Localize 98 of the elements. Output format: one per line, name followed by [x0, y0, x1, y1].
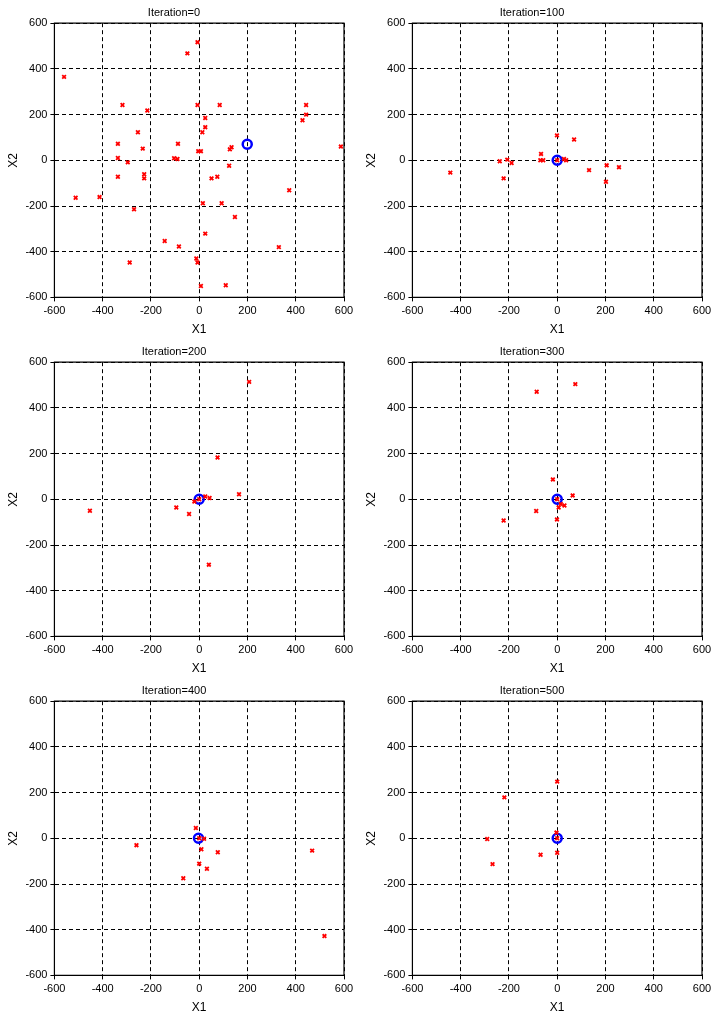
y-tick-label: 600 [29, 694, 48, 707]
y-axis-title: X2 [5, 491, 20, 507]
x-axis-title: X1 [191, 661, 207, 676]
x-axis-title: X1 [549, 661, 565, 676]
x-tick-label: 600 [334, 982, 354, 995]
y-axis-title: X2 [5, 830, 20, 846]
point [241, 138, 253, 151]
x-tick-label: -200 [139, 982, 162, 995]
chart-title: Iteration=300 [499, 344, 565, 357]
x-tick-label: 200 [238, 304, 257, 317]
x-tick-label: 200 [596, 304, 615, 317]
y-tick-label: 200 [29, 785, 48, 798]
x-tick-label: 0 [196, 304, 203, 317]
y-tick-label: -400 [383, 244, 406, 257]
y-tick-label: -600 [383, 968, 406, 981]
x-tick-label: -200 [497, 643, 520, 656]
x-tick-label: 0 [554, 304, 561, 317]
x-tick-label: 200 [596, 643, 615, 656]
x-tick-label: -400 [449, 982, 472, 995]
y-tick-label: -600 [383, 290, 406, 303]
x-tick-label: -200 [497, 304, 520, 317]
y-tick-label: 400 [29, 400, 48, 413]
y-axis-title: X2 [363, 491, 378, 507]
y-tick-label: -200 [25, 199, 48, 212]
x-axis-title: X1 [191, 1000, 207, 1015]
x-tick-label: 200 [238, 643, 257, 656]
x-tick-label: 600 [334, 304, 354, 317]
x-axis-title: X1 [549, 1000, 565, 1015]
y-tick-label: -400 [383, 583, 406, 596]
y-tick-label: -400 [25, 583, 48, 596]
y-tick-label: 400 [387, 739, 406, 752]
y-axis-title: X2 [363, 152, 378, 168]
x-tick-label: -400 [449, 643, 472, 656]
y-tick-label: 600 [29, 16, 48, 29]
y-tick-label: 0 [41, 492, 48, 505]
y-tick-label: -200 [383, 877, 406, 890]
y-tick-label: -600 [25, 629, 48, 642]
y-tick-label: 0 [41, 153, 48, 166]
x-tick-label: 400 [644, 304, 663, 317]
y-tick-label: -400 [25, 922, 48, 935]
x-tick-label: 200 [238, 982, 257, 995]
point [192, 832, 205, 845]
y-tick-label: -400 [383, 922, 406, 935]
chart-title: Iteration=200 [141, 344, 207, 357]
x-tick-label: -200 [497, 982, 520, 995]
x-tick-label: 200 [596, 982, 615, 995]
x-tick-label: -400 [91, 643, 114, 656]
y-tick-label: -200 [25, 538, 48, 551]
y-tick-label: 400 [29, 61, 48, 74]
y-tick-label: -600 [25, 290, 48, 303]
x-axis-title: X1 [191, 322, 207, 337]
y-axis-title: X2 [363, 830, 378, 846]
x-axis-title: X1 [549, 322, 565, 337]
x-tick-label: 400 [644, 643, 663, 656]
y-tick-label: -600 [383, 629, 406, 642]
x-tick-label: -400 [449, 304, 472, 317]
chart-title: Iteration=100 [499, 5, 565, 18]
x-tick-label: -200 [139, 643, 162, 656]
x-tick-label: 0 [196, 643, 203, 656]
y-tick-label: 400 [387, 61, 406, 74]
y-tick-label: 600 [387, 355, 406, 368]
y-tick-label: 200 [387, 785, 406, 798]
x-tick-label: -400 [91, 304, 114, 317]
x-tick-label: 0 [196, 982, 203, 995]
y-tick-label: 200 [387, 107, 406, 120]
x-tick-label: 400 [286, 304, 305, 317]
y-tick-label: 400 [387, 400, 406, 413]
y-tick-label: 600 [387, 694, 406, 707]
x-tick-label: 600 [692, 304, 712, 317]
chart-title: Iteration=0 [147, 5, 201, 18]
x-tick-label: 400 [644, 982, 663, 995]
x-tick-label: 600 [334, 643, 354, 656]
y-tick-label: -600 [25, 968, 48, 981]
y-tick-label: 400 [29, 739, 48, 752]
x-tick-label: -400 [91, 982, 114, 995]
x-tick-label: 600 [692, 982, 712, 995]
chart-title: Iteration=400 [141, 683, 207, 696]
x-tick-label: -200 [139, 304, 162, 317]
y-tick-label: -200 [383, 538, 406, 551]
y-tick-label: 0 [41, 831, 48, 844]
y-tick-label: 600 [29, 355, 48, 368]
y-tick-label: 0 [399, 831, 406, 844]
x-tick-label: 600 [692, 643, 712, 656]
x-tick-label: 0 [554, 643, 561, 656]
y-tick-label: 0 [399, 153, 406, 166]
y-tick-label: 600 [387, 16, 406, 29]
y-tick-label: -400 [25, 244, 48, 257]
x-tick-label: 0 [554, 982, 561, 995]
x-tick-label: 400 [286, 643, 305, 656]
y-tick-label: 200 [387, 446, 406, 459]
chart-title: Iteration=500 [499, 683, 565, 696]
y-axis-title: X2 [5, 152, 20, 168]
y-tick-label: -200 [383, 199, 406, 212]
y-tick-label: 200 [29, 446, 48, 459]
y-tick-label: 200 [29, 107, 48, 120]
y-tick-label: 0 [399, 492, 406, 505]
y-tick-label: -200 [25, 877, 48, 890]
x-tick-label: 400 [286, 982, 305, 995]
